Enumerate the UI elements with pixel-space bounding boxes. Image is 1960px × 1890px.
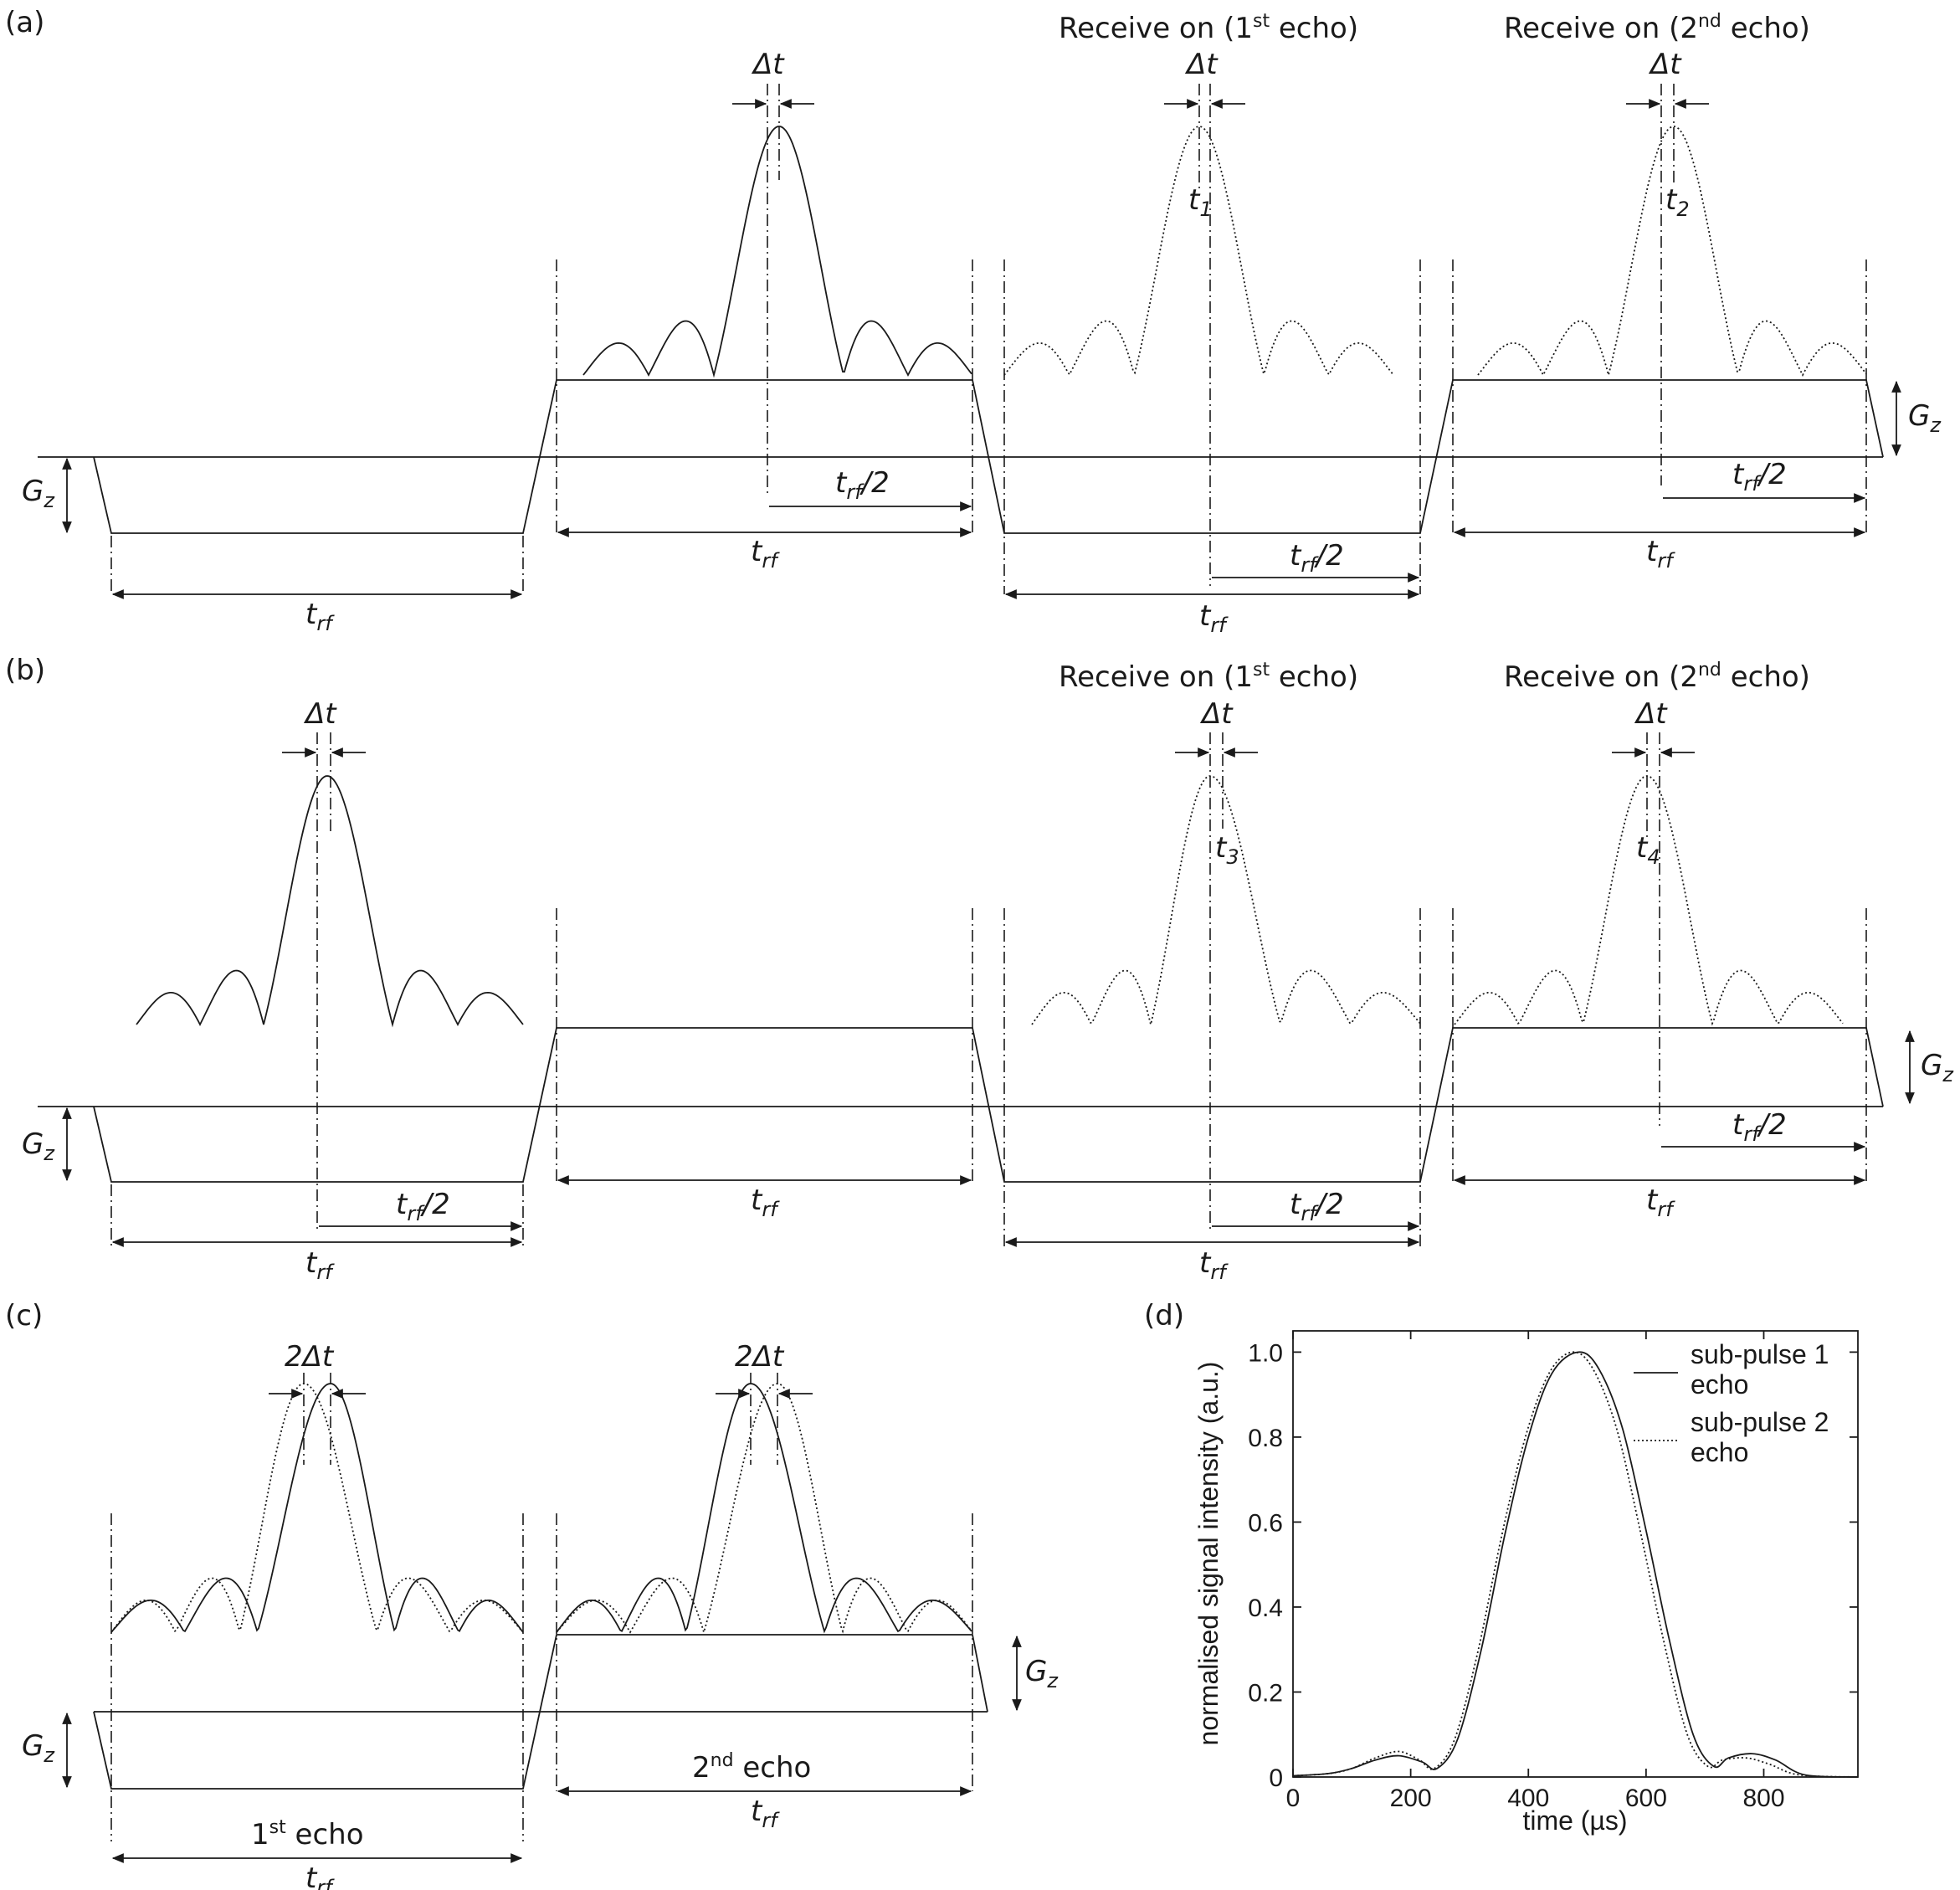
panel-b-gradient	[38, 1027, 1884, 1183]
panel-b-gz-left: Gz	[22, 1127, 55, 1165]
panel-b: (b)	[5, 654, 1954, 1284]
panel-b-delta-t-2: Δt	[1199, 697, 1234, 731]
panel-b-label: (b)	[5, 654, 45, 687]
panel-a-gradient	[38, 379, 1884, 534]
panel-a-trf-half-1: trf/2	[835, 466, 890, 504]
panel-b-trf-4: trf	[1646, 1184, 1675, 1221]
panel-a-trf-half-2: trf/2	[1290, 539, 1344, 577]
panel-a-trf-arrows	[111, 493, 1866, 599]
panel-b-trf-half-2: trf/2	[1290, 1188, 1344, 1225]
x-tick-label: 600	[1625, 1785, 1667, 1812]
panel-a-delta-t-1: Δt	[751, 48, 785, 81]
panel-c-two-delta-t-1: 2Δt	[285, 1340, 335, 1374]
panel-a-gz-left: Gz	[22, 475, 55, 512]
panel-b-trf-arrows	[111, 1142, 1866, 1247]
panel-c-echo-1-solid	[110, 1383, 524, 1633]
panel-c-two-delta-t-2: 2Δt	[735, 1340, 785, 1374]
panel-b-delta-t-3: Δt	[1634, 697, 1668, 731]
legend-label-1-line-1: sub-pulse 1	[1691, 1339, 1829, 1369]
chart-series	[1292, 1351, 1859, 1778]
panel-c: (c) 2Δt 2Δt Gz Gz	[5, 1299, 1059, 1890]
chart-ticks: 0 200 400 600 800 0 0.2 0.4 0.6 0.8 1.0	[1248, 1331, 1858, 1812]
panel-c-echo-1-label: 1st echo	[251, 1817, 364, 1851]
panel-a-label: (a)	[5, 6, 44, 39]
panel-a-trf-3: trf	[1199, 599, 1229, 637]
panel-b-gz-right: Gz	[1921, 1049, 1954, 1086]
panel-c-gradient	[93, 1634, 988, 1790]
panel-c-trf-arrows	[111, 1786, 972, 1863]
chart-y-axis-title: normalised signal intensity (a.u.)	[1193, 1362, 1224, 1746]
panel-a-trf-2: trf	[751, 535, 780, 573]
y-tick-label: 0.4	[1248, 1595, 1283, 1622]
panel-b-t4-label: t4	[1636, 831, 1660, 869]
panel-b-trf-3: trf	[1199, 1246, 1229, 1284]
panel-a-receive-2-label: Receive on (2nd echo)	[1504, 11, 1810, 45]
panel-a-echo-2	[1477, 126, 1867, 378]
panel-b-trf-1: trf	[305, 1246, 335, 1284]
y-tick-label: 1.0	[1248, 1339, 1283, 1367]
panel-a-delta-t-2: Δt	[1184, 48, 1219, 81]
panel-c-timing-lines	[110, 1373, 973, 1841]
panel-c-echo-2-label: 2nd echo	[692, 1750, 811, 1785]
panel-b-echo-1	[1031, 775, 1421, 1025]
legend-label-1-line-2: echo	[1691, 1369, 1748, 1400]
panel-a-receive-1-label: Receive on (1st echo)	[1059, 11, 1358, 45]
panel-b-delta-t-1: Δt	[303, 697, 337, 731]
panel-a-t2-label: t2	[1665, 183, 1690, 221]
legend-label-2-line-2: echo	[1691, 1437, 1748, 1467]
panel-c-echo-2-solid	[556, 1383, 972, 1634]
panel-a-trf-1: trf	[305, 598, 335, 635]
panel-a-t1-label: t1	[1188, 183, 1213, 221]
chart-plot-frame	[1292, 1330, 1859, 1778]
panel-b-rf-pulse	[136, 775, 524, 1028]
panel-a-gz-right: Gz	[1908, 399, 1942, 437]
panel-b-trf-2: trf	[751, 1184, 780, 1221]
y-tick-label: 0.2	[1248, 1679, 1283, 1707]
panel-b-trf-half-3: trf/2	[1732, 1108, 1787, 1146]
panel-c-gz-left: Gz	[22, 1729, 55, 1767]
panel-a-trf-half-3: trf/2	[1732, 458, 1787, 496]
legend-label-2-line-1: sub-pulse 2	[1691, 1407, 1829, 1437]
y-tick-label: 0.6	[1248, 1509, 1283, 1537]
panel-a-rf-pulse	[582, 126, 972, 378]
panel-c-echo-2-dotted	[556, 1383, 972, 1636]
panel-c-label: (c)	[5, 1299, 43, 1333]
chart-x-axis-title: time (µs)	[1522, 1805, 1627, 1836]
panel-c-gz-right: Gz	[1025, 1655, 1059, 1692]
x-tick-label: 400	[1507, 1785, 1549, 1812]
panel-b-receive-2-label: Receive on (2nd echo)	[1504, 660, 1810, 694]
panel-c-echo-1-dotted	[110, 1383, 524, 1633]
panel-a: (a)	[5, 6, 1942, 637]
x-tick-label: 0	[1286, 1785, 1301, 1812]
panel-a-delta-t-3: Δt	[1648, 48, 1682, 81]
panel-b-t3-label: t3	[1215, 831, 1239, 869]
panel-b-receive-1-label: Receive on (1st echo)	[1059, 660, 1358, 694]
y-tick-label: 0	[1269, 1764, 1283, 1792]
panel-b-trf-half-1: trf/2	[396, 1188, 450, 1225]
chart-legend: sub-pulse 1 echo sub-pulse 2 echo	[1634, 1339, 1829, 1467]
panel-d-label: (d)	[1144, 1299, 1184, 1333]
series-line-2	[1292, 1351, 1859, 1778]
panel-b-timing-lines	[110, 732, 1867, 1247]
panel-a-trf-4: trf	[1646, 535, 1675, 573]
panel-c-trf-2: trf	[751, 1795, 780, 1832]
panel-a-echo-1	[1003, 126, 1393, 377]
panel-c-trf-1: trf	[305, 1862, 335, 1890]
panel-d: (d) 0 200 400 600 800 0 0.2 0.4 0.6 0.8 1.0 time (…	[1144, 1299, 1859, 1836]
panel-a-timing-lines	[110, 84, 1867, 594]
y-tick-label: 0.8	[1248, 1425, 1283, 1452]
x-tick-label: 800	[1742, 1785, 1784, 1812]
x-tick-label: 200	[1390, 1785, 1432, 1812]
panel-b-echo-2	[1454, 775, 1844, 1026]
